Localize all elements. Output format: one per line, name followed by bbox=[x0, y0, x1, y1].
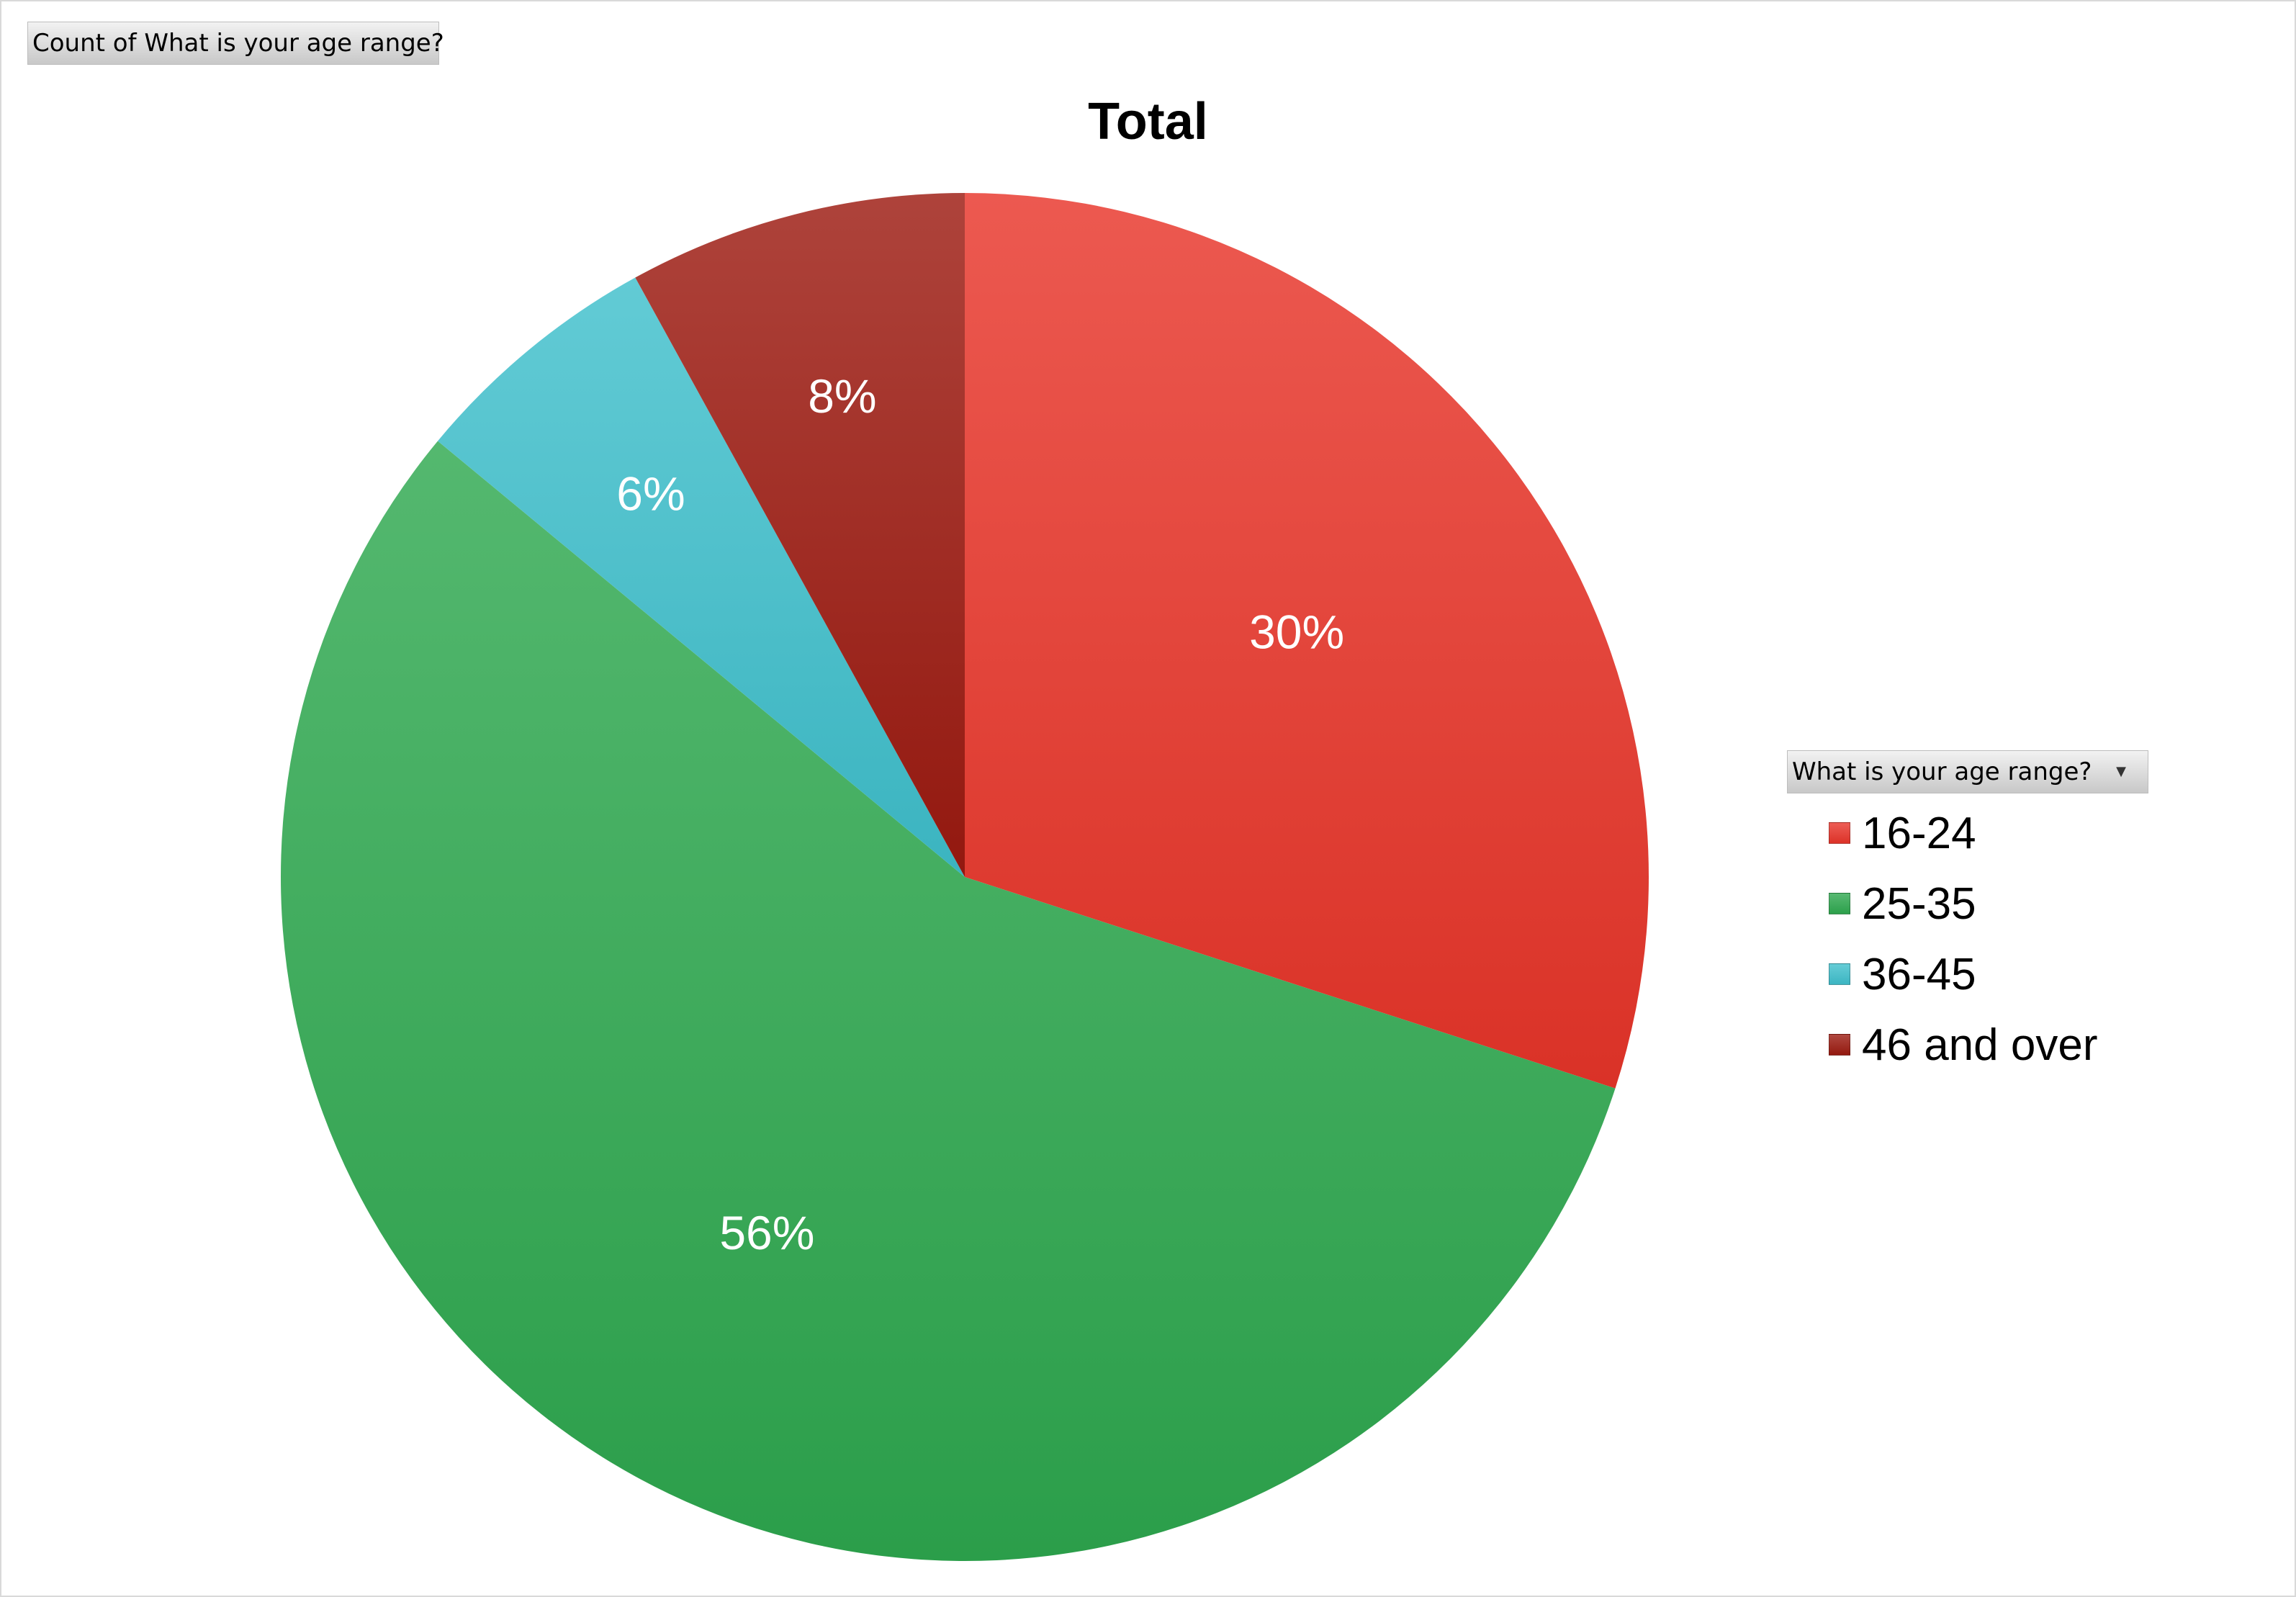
value-field-button[interactable]: Count of What is your age range? bbox=[27, 22, 444, 65]
legend-field-button[interactable]: What is your age range? ▼ bbox=[1787, 750, 2148, 793]
slice-data-label: 30% bbox=[1249, 605, 1344, 658]
chart-title: Total bbox=[1088, 93, 1208, 150]
legend-swatch bbox=[1829, 963, 1850, 985]
legend-swatch bbox=[1829, 893, 1850, 914]
legend-label: 16-24 bbox=[1862, 808, 1976, 858]
pie-slice-36-45[interactable] bbox=[438, 277, 965, 877]
legend-swatch bbox=[1829, 1034, 1850, 1056]
legend-item: 25-35 bbox=[1829, 868, 2097, 939]
legend-label: 46 and over bbox=[1862, 1020, 2098, 1070]
legend-swatch bbox=[1829, 822, 1850, 844]
legend-field-label: What is your age range? bbox=[1792, 757, 2092, 786]
legend-label: 25-35 bbox=[1862, 878, 1976, 929]
pie-slice-46-and-over[interactable] bbox=[635, 193, 965, 877]
slice-data-label: 8% bbox=[808, 369, 876, 423]
pie-slice-16-24[interactable] bbox=[965, 193, 1649, 1089]
value-field-label: Count of What is your age range? bbox=[32, 29, 444, 58]
legend: 16-24 25-35 36-45 46 and over bbox=[1829, 798, 2097, 1080]
pie-slice-25-35[interactable] bbox=[280, 441, 1616, 1561]
chevron-down-icon[interactable]: ▼ bbox=[2116, 764, 2126, 779]
legend-item: 46 and over bbox=[1829, 1009, 2097, 1080]
legend-label: 36-45 bbox=[1862, 949, 1976, 999]
slice-data-label: 56% bbox=[719, 1206, 814, 1259]
legend-item: 16-24 bbox=[1829, 798, 2097, 868]
slice-data-label: 6% bbox=[616, 467, 685, 520]
legend-item: 36-45 bbox=[1829, 939, 2097, 1009]
